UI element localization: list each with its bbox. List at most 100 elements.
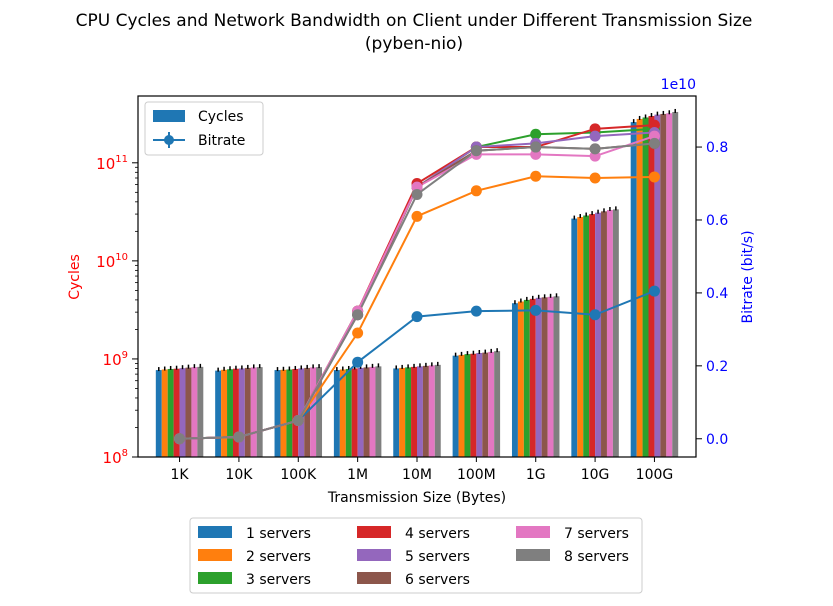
cycles-bar: [422, 365, 429, 457]
cycles-bar: [167, 368, 174, 457]
cycles-bar: [666, 113, 673, 458]
legend-label-series: 4 servers: [405, 526, 470, 542]
y2-offset-label: 1e10: [661, 77, 696, 93]
x-axis: 1K 10K 100K 1M 10M 100M 1G 10G 100G: [171, 457, 674, 483]
y-axis-cycles: 108 109 1010 1011: [96, 154, 138, 467]
legend-label-series: 6 servers: [405, 572, 470, 588]
cycles-bar: [244, 367, 251, 457]
cycles-bar: [595, 212, 602, 457]
cycles-bar: [470, 353, 477, 457]
bitrate-point: [589, 172, 601, 184]
bitrate-point: [352, 356, 364, 368]
legend-swatch-series: [516, 526, 550, 538]
legend-label-series: 3 servers: [246, 572, 311, 588]
cycles-bar: [494, 351, 501, 457]
bitrate-point: [411, 188, 423, 200]
y2-tick-label: 0.4: [706, 286, 728, 302]
legend-swatch-cycles: [153, 110, 185, 122]
cycles-bar: [612, 209, 619, 457]
cycles-bar: [547, 296, 554, 457]
legend-swatch-series: [198, 572, 232, 584]
cycles-bar: [511, 303, 518, 457]
cycles-bar: [333, 370, 340, 457]
y2-tick-label: 0.8: [706, 140, 728, 156]
bitrate-point: [589, 143, 601, 155]
cycles-bar: [464, 354, 471, 457]
cycles-bar: [482, 352, 489, 457]
legend-swatch-series: [357, 572, 391, 584]
cycles-bar: [173, 368, 180, 457]
cycles-bar: [310, 367, 317, 457]
x-tick-label: 1G: [526, 467, 546, 483]
cycles-bar: [434, 364, 441, 457]
cycles-bar: [286, 369, 293, 457]
legend-bottom: 1 servers 2 servers 3 servers 4 servers 5 se…: [189, 517, 643, 594]
cycles-bar: [636, 118, 643, 457]
cycles-bar: [428, 365, 435, 457]
x-tick-label: 1M: [347, 467, 368, 483]
bitrate-point: [174, 433, 186, 445]
cycles-bar: [363, 367, 370, 457]
x-tick-label: 1K: [171, 467, 190, 483]
cycles-bar: [256, 367, 263, 457]
cycles-bar: [179, 368, 186, 457]
cycles-bar: [339, 369, 346, 457]
x-tick-label: 100K: [280, 467, 317, 483]
cycles-bar: [660, 113, 667, 457]
cycles-bar: [535, 297, 542, 457]
legend-swatch-series: [198, 549, 232, 561]
cycles-bar: [250, 367, 257, 457]
cycles-bar: [351, 368, 358, 457]
cycles-bar: [393, 368, 400, 457]
y2-axis-label: Bitrate (bit/s): [740, 230, 756, 323]
x-tick-label: 100M: [457, 467, 496, 483]
bitrate-point: [470, 145, 482, 157]
y2-tick-label: 0.6: [706, 213, 728, 229]
legend-label-cycles: Cycles: [198, 109, 244, 125]
cycles-bar: [185, 367, 192, 457]
cycles-bar: [292, 368, 299, 457]
cycles-bar: [399, 367, 406, 457]
bitrate-point: [352, 309, 364, 321]
cycles-bar: [221, 369, 228, 457]
bitrate-point: [530, 128, 542, 140]
cycles-bar: [577, 217, 584, 457]
cycles-bar: [316, 367, 323, 457]
y-tick-label: 109: [103, 350, 128, 369]
cycles-bar: [369, 366, 376, 457]
legend-label-series: 1 servers: [246, 526, 311, 542]
cycles-bar: [541, 297, 548, 457]
cycles-bar: [488, 351, 495, 457]
cycles-bar: [606, 210, 613, 457]
cycles-bar: [672, 111, 679, 457]
cycles-bars: [155, 108, 679, 458]
cycles-bar: [274, 370, 281, 457]
bitrate-point: [589, 309, 601, 321]
cycles-bar: [405, 367, 412, 457]
y-tick-label: 1010: [96, 252, 128, 271]
x-tick-label: 100G: [636, 467, 674, 483]
legend-swatch-series: [516, 549, 550, 561]
y-axis-bitrate: 0.0 0.2 0.4 0.6 0.8: [696, 140, 728, 448]
cycles-bar: [553, 296, 560, 457]
y-axis-label: Cycles: [67, 254, 83, 300]
cycles-bar: [630, 122, 637, 457]
cycles-bar: [601, 211, 607, 457]
bitrate-point: [530, 141, 542, 153]
cycles-bar: [642, 117, 649, 457]
legend-label-series: 5 servers: [405, 549, 470, 565]
bitrate-point: [292, 415, 304, 427]
cycles-bar: [155, 370, 162, 457]
legend-swatch-series: [357, 549, 391, 561]
cycles-bar: [197, 366, 204, 457]
legend-swatch-bitrate-marker: [164, 135, 174, 145]
y2-tick-label: 0.0: [706, 432, 728, 448]
cycles-bar: [357, 367, 364, 457]
cycles-bar: [345, 368, 352, 457]
cycles-bar: [417, 366, 423, 457]
cycles-bar: [215, 370, 222, 457]
x-tick-label: 10G: [581, 467, 610, 483]
bitrate-point: [411, 210, 423, 222]
bitrate-point: [530, 170, 542, 182]
